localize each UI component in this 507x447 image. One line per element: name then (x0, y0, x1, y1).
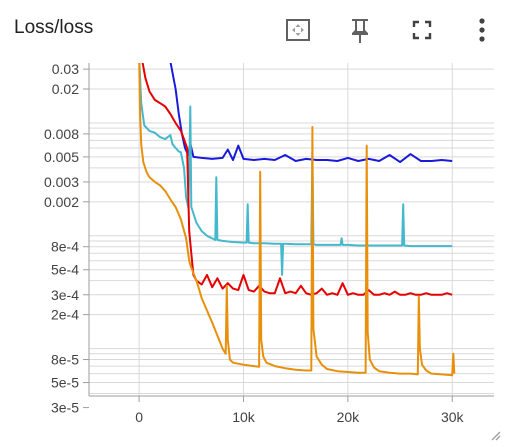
y-tick-label: 8e-5 (51, 352, 79, 368)
y-tick-label: 0.005 (44, 149, 79, 165)
series-line-2 (141, 63, 453, 296)
y-tick-label: 3e-4 (51, 287, 79, 303)
y-tick-label: 2e-4 (51, 307, 79, 323)
pin-button[interactable] (344, 14, 376, 46)
series-line-3 (138, 63, 456, 377)
fit-domain-icon (286, 19, 310, 41)
fullscreen-icon (412, 20, 432, 40)
y-tick-label: 0.03 (52, 61, 79, 77)
loss-line-chart[interactable]: 0.03 0.02 0.008 0.005 0.003 0.002 8e-4 5e-4 3e-4… (0, 60, 507, 447)
x-tick-label: 0 (135, 409, 143, 425)
tick-labels: 0.03 0.02 0.008 0.005 0.003 0.002 8e-4 5e-4 3e-4… (44, 61, 465, 425)
y-tick-label: 3e-5 (51, 400, 79, 416)
y-tick-label: 0.002 (44, 194, 79, 210)
grid-layer (89, 63, 494, 396)
x-tick-label: 10k (232, 409, 256, 425)
x-tick-label: 20k (337, 409, 361, 425)
resize-handle-icon[interactable] (489, 429, 501, 441)
more-options-button[interactable] (466, 14, 498, 46)
y-tick-label: 5e-5 (51, 375, 79, 391)
pin-icon (352, 19, 368, 43)
axis-layer (83, 63, 494, 409)
series-line-0 (169, 63, 453, 164)
y-tick-label: 0.02 (52, 81, 79, 97)
fullscreen-button[interactable] (406, 14, 438, 46)
y-tick-label: 0.008 (44, 126, 79, 142)
fit-domain-button[interactable] (282, 14, 314, 46)
y-tick-label: 8e-4 (51, 239, 79, 255)
chart-card-header: Loss/loss (0, 0, 507, 60)
series-line-1 (138, 63, 453, 276)
y-tick-label: 5e-4 (51, 262, 79, 278)
x-tick-label: 30k (441, 409, 465, 425)
more-vert-icon (479, 18, 485, 42)
y-tick-label: 0.003 (44, 174, 79, 190)
chart-title: Loss/loss (14, 17, 94, 38)
series-layer (138, 63, 456, 377)
